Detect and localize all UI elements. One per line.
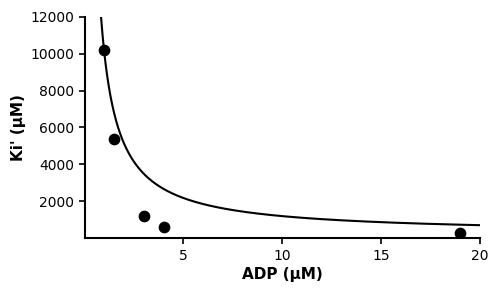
X-axis label: ADP (μM): ADP (μM)	[242, 267, 322, 282]
Y-axis label: Ki' (μM): Ki' (μM)	[11, 94, 26, 161]
Point	[160, 225, 168, 229]
Point	[140, 214, 148, 219]
Point	[456, 230, 464, 235]
Point	[100, 47, 108, 52]
Point	[110, 136, 118, 141]
